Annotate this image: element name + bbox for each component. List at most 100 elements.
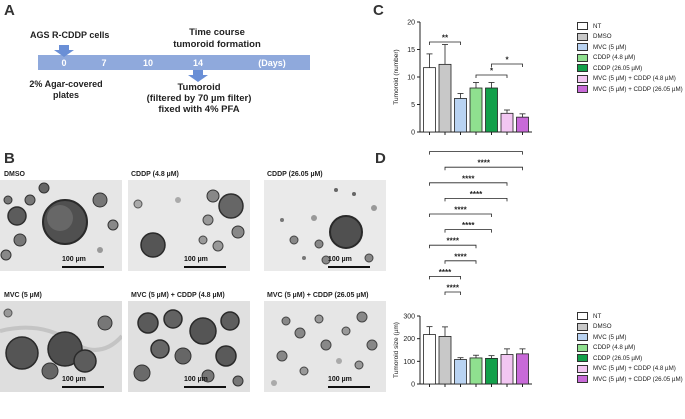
legend-swatch <box>577 53 588 62</box>
bar <box>469 87 483 133</box>
y-tick-label: 0 <box>411 382 415 389</box>
legend-swatch <box>577 364 588 373</box>
timeline-title-1: Time course <box>189 27 245 38</box>
day-0: 0 <box>61 58 66 68</box>
significance-bracket <box>444 166 523 171</box>
bar <box>485 357 498 385</box>
days-unit: (Days) <box>258 58 286 68</box>
significance-label: **** <box>470 190 483 199</box>
legend-label: CDDP (26.05 µM) <box>593 354 643 362</box>
bar <box>485 87 498 133</box>
chart-c-legend-item: DMSO <box>577 32 685 43</box>
legend-label: MVC (5 µM) + CDDP (4.8 µM) <box>593 75 676 83</box>
legend-swatch <box>577 22 588 31</box>
significance-label: **** <box>454 206 467 215</box>
significance-bracket <box>491 63 523 67</box>
micrograph-cddp-low <box>128 180 250 271</box>
chart-c-legend-item: CDDP (26.05 µM) <box>577 63 685 74</box>
significance-bracket <box>444 260 477 264</box>
y-tick-label: 5 <box>411 102 415 109</box>
micrograph-dmso <box>0 180 122 271</box>
significance-label: **** <box>478 159 491 168</box>
micrograph-mvc-cddp-low <box>128 301 250 392</box>
plates-label: 2% Agar-covered plates <box>18 79 114 101</box>
chart-d-legend-item: CDDP (4.8 µM) <box>577 343 685 354</box>
plates-line-2: plates <box>52 90 79 100</box>
legend-label: MVC (5 µM) + CDDP (26.05 µM) <box>593 375 683 383</box>
significance-label: **** <box>447 237 460 246</box>
bar <box>423 67 436 133</box>
legend-swatch <box>577 32 588 41</box>
bar <box>423 334 436 385</box>
result-line-1: (filtered by 70 µm filter) <box>146 93 252 104</box>
result-line-2: fixed with 4% PFA <box>158 104 240 115</box>
legend-swatch <box>577 322 588 331</box>
significance-label: **** <box>447 284 460 293</box>
significance-label: **** <box>454 252 467 261</box>
chart-d-legend-item: NT <box>577 311 685 322</box>
bar <box>454 359 467 385</box>
y-tick-label: 200 <box>403 336 415 343</box>
start-arrow <box>54 45 74 57</box>
scale-bar-cddp-high <box>328 266 370 268</box>
bar <box>438 335 452 385</box>
scale-text-dmso: 100 µm <box>62 256 86 263</box>
bar <box>516 116 529 133</box>
chart-d-legend-item: MVC (5 µM) + CDDP (4.8 µM) <box>577 364 685 375</box>
panel-b-label: B <box>4 150 15 167</box>
cell-line-label: AGS R-CDDP cells <box>30 30 110 40</box>
significance-bracket <box>475 74 508 78</box>
plates-line-1: 2% Agar-covered <box>29 79 103 89</box>
legend-label: MVC (5 µM) + CDDP (26.05 µM) <box>593 85 683 93</box>
chart-c-legend-item: CDDP (4.8 µM) <box>577 53 685 64</box>
significance-label: **** <box>462 174 475 183</box>
result-title: Tumoroid <box>177 82 221 93</box>
legend-label: NT <box>593 22 602 30</box>
micrograph-mvc <box>0 301 122 392</box>
micrograph-label-cddp-high: CDDP (26.05 µM) <box>267 171 323 178</box>
harvest-arrow <box>188 70 208 82</box>
bar <box>438 63 452 133</box>
legend-label: NT <box>593 312 602 320</box>
y-axis-label: Tumoroid (number) <box>393 49 400 104</box>
micrograph-mvc-cddp-high <box>264 301 386 392</box>
legend-swatch <box>577 64 588 73</box>
legend-swatch <box>577 74 588 83</box>
bar <box>469 357 483 385</box>
significance-bracket <box>444 229 492 233</box>
micrograph-label-mvc-cddp-high: MVC (5 µM) + CDDP (26.05 µM) <box>267 292 369 299</box>
bar <box>500 112 514 133</box>
bar <box>516 353 529 385</box>
scale-text-cddp-low: 100 µm <box>184 256 208 263</box>
scale-bar-mvc <box>62 386 104 388</box>
significance-label: **** <box>439 268 452 277</box>
legend-label: MVC (5 µM) + CDDP (4.8 µM) <box>593 365 676 373</box>
chart-c-legend-item: MVC (5 µM) + CDDP (26.05 µM) <box>577 84 685 95</box>
significance-label: **** <box>462 221 475 230</box>
chart-d-legend-item: MVC (5 µM) <box>577 332 685 343</box>
y-tick-label: 0 <box>411 130 415 137</box>
day-7: 7 <box>101 58 106 68</box>
panel-a-label: A <box>4 2 15 19</box>
micrograph-label-mvc-cddp-low: MVC (5 µM) + CDDP (4.8 µM) <box>131 292 225 299</box>
significance-bracket <box>429 41 461 45</box>
significance-label: **** <box>470 148 483 152</box>
day-14: 14 <box>193 58 203 68</box>
micrograph-label-cddp-low: CDDP (4.8 µM) <box>131 171 179 178</box>
legend-swatch <box>577 333 588 342</box>
scale-text-mvc-cddp-high: 100 µm <box>328 376 352 383</box>
significance-bracket <box>444 198 508 202</box>
chart-d-legend-item: CDDP (26.05 µM) <box>577 353 685 364</box>
bar <box>500 354 514 385</box>
legend-d: NT DMSO MVC (5 µM) CDDP (4.8 µM) CDDP (26.05… <box>577 311 685 385</box>
chart-c-legend-item: MVC (5 µM) + CDDP (4.8 µM) <box>577 74 685 85</box>
panel-d-label: D <box>375 150 386 167</box>
legend-swatch <box>577 85 588 94</box>
y-tick-label: 10 <box>407 75 415 82</box>
legend-c: NT DMSO MVC (5 µM) CDDP (4.8 µM) CDDP (26.05… <box>577 21 685 95</box>
legend-label: MVC (5 µM) <box>593 43 627 51</box>
legend-label: CDDP (4.8 µM) <box>593 54 636 62</box>
micrograph-label-dmso: DMSO <box>4 171 25 178</box>
